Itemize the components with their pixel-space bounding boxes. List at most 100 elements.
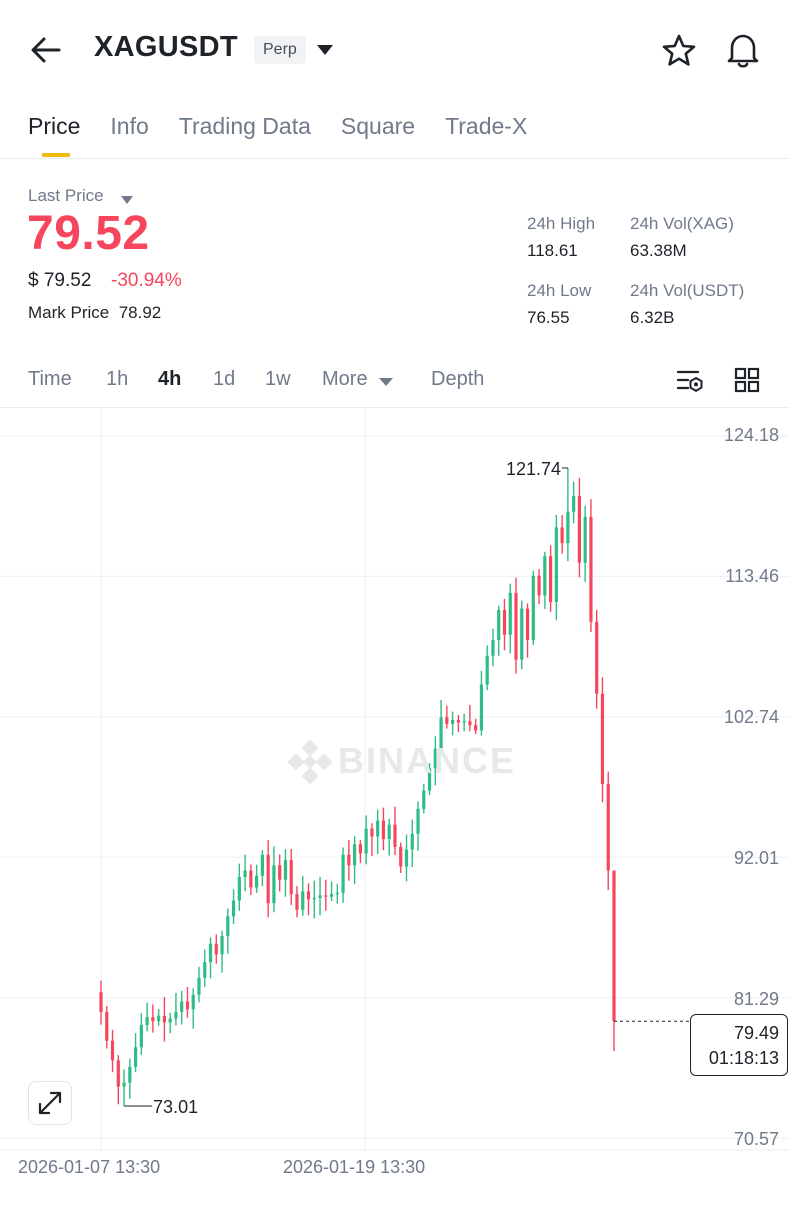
chart-canvas[interactable]: 121.74 73.01: [0, 408, 789, 1200]
expand-chart-button[interactable]: [28, 1081, 72, 1125]
candle-body: [439, 717, 443, 749]
binance-watermark: BINANCE: [286, 738, 516, 786]
stat-high-label: 24h High: [527, 214, 596, 233]
candle-body: [243, 870, 247, 878]
candle-body: [191, 994, 195, 1010]
y-tick-label: 70.57: [733, 1129, 779, 1149]
candle-body: [145, 1017, 149, 1025]
candle-body: [451, 719, 455, 724]
mark-price-value: 78.92: [118, 303, 162, 322]
tab-trading-data[interactable]: Trading Data: [178, 113, 311, 139]
interval-1w[interactable]: 1w: [265, 368, 291, 390]
interval-more[interactable]: More: [322, 368, 368, 390]
candle-body: [572, 495, 576, 512]
back-arrow-icon[interactable]: [28, 32, 64, 68]
divider: [0, 407, 789, 408]
candle-body: [180, 1001, 184, 1012]
candle-body: [427, 768, 432, 791]
tab-trade-x[interactable]: Trade-X: [445, 113, 528, 139]
candle-body: [278, 865, 282, 880]
candle-body: [474, 725, 478, 731]
stat-vol-base-value: 63.38M: [630, 241, 687, 260]
candle-body: [525, 608, 530, 641]
candle-body: [197, 977, 201, 995]
perp-badge: Perp: [254, 36, 306, 64]
candle-body: [543, 556, 547, 596]
y-tick-label: 81.29: [733, 989, 779, 1009]
candle-body: [508, 592, 512, 635]
candle-body: [168, 1018, 172, 1023]
candle-body: [376, 820, 380, 837]
candle-body: [231, 900, 236, 917]
candle-body: [393, 824, 397, 847]
candle-body: [445, 717, 449, 724]
candle-body: [157, 1015, 161, 1022]
candlestick-chart[interactable]: 121.74 73.01 124.18 113.46 102.74 92.01 8…: [0, 408, 789, 1200]
caret-down-icon[interactable]: [120, 192, 134, 204]
candle-body: [203, 962, 207, 978]
candle-body: [295, 894, 299, 910]
tab-price[interactable]: Price: [28, 108, 80, 160]
candle-body: [560, 527, 564, 544]
candle-body: [358, 844, 362, 854]
interval-1d[interactable]: 1d: [213, 368, 236, 390]
candle-body: [139, 1024, 143, 1048]
y-tick-label: 124.18: [723, 425, 779, 445]
candle-body: [255, 875, 259, 888]
max-price-label: 121.74: [506, 459, 561, 479]
y-tick-label: 92.01: [733, 848, 779, 868]
candle-body: [318, 895, 322, 898]
candle-body: [162, 1015, 167, 1023]
stat-vol-quote-label: 24h Vol(USDT): [630, 281, 745, 300]
candle-body: [174, 1011, 178, 1019]
stat-low-value: 76.55: [527, 308, 570, 327]
grid-layout-icon[interactable]: [734, 367, 760, 393]
candle-body: [485, 655, 489, 685]
interval-time[interactable]: Time: [28, 368, 72, 390]
interval-1h[interactable]: 1h: [106, 368, 129, 390]
candle-body: [595, 621, 599, 694]
candle-body: [370, 828, 374, 837]
candle-body: [606, 784, 610, 871]
interval-depth[interactable]: Depth: [431, 368, 485, 390]
caret-down-icon[interactable]: [378, 375, 394, 387]
candle-body: [110, 1040, 115, 1061]
candle-body: [456, 719, 460, 723]
star-icon[interactable]: [660, 32, 698, 70]
candle-body: [128, 1066, 132, 1083]
candle-body: [133, 1047, 138, 1067]
caret-down-icon[interactable]: [316, 43, 334, 55]
candle-body: [272, 865, 276, 904]
bell-icon[interactable]: [724, 30, 762, 70]
tab-info[interactable]: Info: [110, 113, 149, 139]
chart-settings-icon[interactable]: [676, 368, 704, 394]
candle-countdown: 01:18:13: [708, 1048, 779, 1068]
candle-body: [353, 844, 357, 866]
stat-high-value: 118.61: [527, 241, 578, 260]
top-bar: XAGUSDT Perp: [0, 0, 789, 100]
candle-body: [387, 824, 391, 840]
price-change-percent: -30.94%: [111, 270, 182, 291]
candle-body: [433, 748, 437, 769]
min-price-label: 73.01: [153, 1097, 198, 1117]
candle-body: [514, 592, 518, 660]
symbol-title[interactable]: XAGUSDT: [94, 31, 238, 63]
candle-body: [502, 609, 507, 635]
candle-body: [151, 1017, 155, 1022]
candle-body: [404, 849, 409, 867]
interval-4h[interactable]: 4h: [158, 368, 182, 390]
candle-body: [266, 854, 270, 904]
tab-square[interactable]: Square: [340, 113, 416, 139]
expand-icon: [38, 1091, 62, 1115]
candle-body: [422, 790, 426, 809]
candle-body: [116, 1060, 120, 1087]
candle-body: [497, 609, 501, 641]
candle-body: [381, 820, 386, 840]
candle-body: [312, 897, 316, 900]
candle-body: [214, 943, 218, 955]
candle-body: [341, 854, 345, 893]
candle-body: [301, 891, 305, 910]
x-tick-label: 2026-01-07 13:30: [18, 1157, 161, 1177]
last-price-label[interactable]: Last Price: [28, 186, 104, 205]
candle-body: [226, 916, 230, 936]
